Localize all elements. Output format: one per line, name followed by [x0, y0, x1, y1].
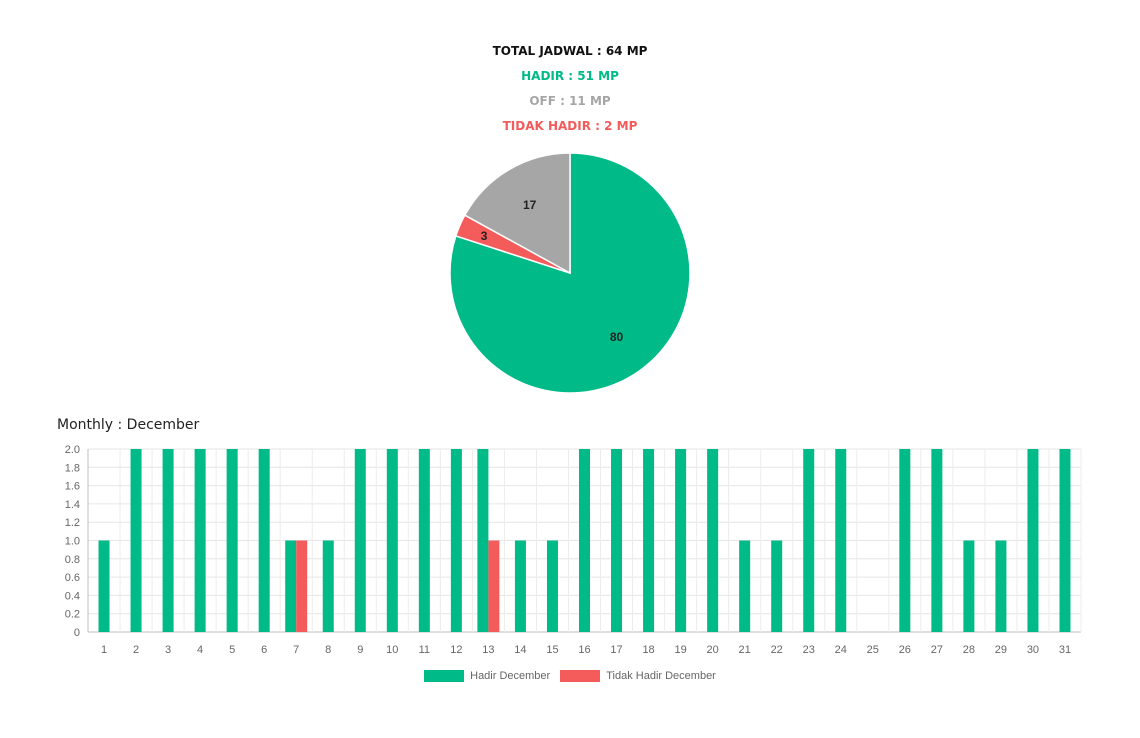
x-tick-label: 3 [165, 644, 171, 656]
x-tick-label: 27 [931, 644, 943, 656]
bar-hadir-december-day-24[interactable] [835, 449, 847, 632]
bar-hadir-december-day-12[interactable] [450, 449, 462, 632]
bar-hadir-december-day-2[interactable] [130, 449, 142, 632]
bar-hadir-december-day-28[interactable] [963, 540, 975, 633]
x-tick-label: 7 [293, 644, 299, 656]
y-tick-label: 0.2 [65, 609, 80, 621]
bar-hadir-december-day-19[interactable] [675, 449, 687, 632]
x-tick-label: 31 [1059, 644, 1071, 656]
bar-tidak-hadir-december-day-7[interactable] [296, 540, 308, 633]
bar-hadir-december-day-21[interactable] [739, 540, 751, 633]
off-text: OFF : 11 MP [529, 94, 611, 108]
bar-hadir-december-day-5[interactable] [226, 449, 238, 632]
bar-hadir-december-day-26[interactable] [899, 449, 911, 632]
bar-hadir-december-day-15[interactable] [546, 540, 558, 633]
bar-hadir-december-day-22[interactable] [771, 540, 783, 633]
x-tick-label: 25 [867, 644, 879, 656]
bar-hadir-december-day-17[interactable] [611, 449, 623, 632]
x-tick-label: 13 [482, 644, 494, 656]
monthly-bar-chart: 00.20.40.60.81.01.21.41.61.82.01 2 3 4 5 6 7 8 9… [65, 444, 1082, 656]
bar-hadir-december-day-8[interactable] [322, 540, 334, 633]
bar-hadir-december-day-29[interactable] [995, 540, 1007, 633]
x-tick-label: 22 [771, 644, 783, 656]
x-tick-label: 28 [963, 644, 975, 656]
legend-swatch-tidak-hadir [560, 670, 601, 682]
y-tick-label: 0.4 [65, 590, 80, 602]
bar-hadir-december-day-20[interactable] [707, 449, 719, 632]
legend-item-hadir[interactable]: Hadir December [424, 670, 550, 682]
bar-hadir-december-day-3[interactable] [162, 449, 174, 632]
bar-hadir-december-day-31[interactable] [1059, 449, 1071, 632]
x-tick-label: 14 [514, 644, 526, 656]
legend-swatch-hadir [424, 670, 465, 682]
y-tick-label: 0.6 [65, 572, 80, 584]
bar-hadir-december-day-18[interactable] [643, 449, 655, 632]
attendance-pie-chart: 80 3 17 [449, 152, 691, 394]
x-tick-label: 23 [803, 644, 815, 656]
bar-hadir-december-day-30[interactable] [1027, 449, 1039, 632]
bar-hadir-december-day-27[interactable] [931, 449, 943, 632]
y-tick-label: 1.4 [65, 499, 80, 511]
x-tick-label: 4 [197, 644, 203, 656]
x-tick-label: 1 [101, 644, 107, 656]
x-tick-label: 20 [707, 644, 719, 656]
x-tick-label: 19 [674, 644, 686, 656]
x-tick-label: 9 [357, 644, 363, 656]
tidak-hadir-text: TIDAK HADIR : 2 MP [502, 119, 638, 133]
bar-hadir-december-day-11[interactable] [418, 449, 430, 632]
legend-label-hadir: Hadir December [470, 670, 551, 682]
y-tick-label: 1.8 [65, 462, 80, 474]
bar-hadir-december-day-4[interactable] [194, 449, 206, 632]
total-jadwal-text: TOTAL JADWAL : 64 MP [492, 44, 648, 58]
bar-hadir-december-day-14[interactable] [514, 540, 526, 633]
y-tick-label: 1.2 [65, 517, 80, 529]
x-tick-label: 6 [261, 644, 267, 656]
pie-slice-off[interactable] [463, 152, 571, 275]
hadir-text: HADIR : 51 MP [521, 69, 619, 83]
bar-hadir-december-day-7[interactable] [285, 540, 297, 633]
bar-legend: Hadir December Tidak Hadir December [0, 670, 1140, 682]
bar-hadir-december-day-1[interactable] [98, 540, 110, 633]
y-tick-label: 2.0 [65, 444, 80, 456]
x-tick-label: 18 [642, 644, 654, 656]
x-tick-label: 21 [739, 644, 751, 656]
x-tick-label: 8 [325, 644, 331, 656]
bar-hadir-december-day-13[interactable] [477, 449, 489, 632]
bar-tidak-hadir-december-day-13[interactable] [488, 540, 500, 633]
x-tick-label: 11 [419, 644, 430, 656]
x-tick-label: 17 [610, 644, 622, 656]
bar-hadir-december-day-16[interactable] [579, 449, 590, 632]
x-tick-label: 15 [546, 644, 558, 656]
legend-label-tidak-hadir: Tidak Hadir December [606, 670, 716, 682]
y-tick-label: 0.8 [65, 554, 80, 566]
monthly-title: Monthly : December [57, 417, 200, 433]
y-tick-label: 0 [74, 627, 80, 639]
x-tick-label: 24 [835, 644, 847, 656]
pie-label-hadir: 80 [610, 330, 624, 344]
bar-hadir-december-day-23[interactable] [803, 449, 815, 632]
x-tick-label: 16 [578, 644, 590, 656]
y-tick-label: 1.0 [65, 536, 80, 548]
bar-hadir-december-day-10[interactable] [386, 449, 398, 632]
legend-item-tidak-hadir[interactable]: Tidak Hadir December [560, 670, 716, 682]
pie-label-off: 17 [523, 198, 537, 212]
x-tick-label: 2 [133, 644, 139, 656]
x-tick-label: 12 [450, 644, 462, 656]
x-tick-label: 26 [899, 644, 911, 656]
x-tick-label: 10 [386, 644, 398, 656]
pie-label-tidak-hadir: 3 [481, 229, 488, 243]
bar-hadir-december-day-9[interactable] [354, 449, 366, 632]
x-tick-label: 29 [995, 644, 1007, 656]
y-tick-label: 1.6 [65, 481, 80, 493]
bar-hadir-december-day-6[interactable] [258, 449, 270, 632]
x-tick-label: 5 [229, 644, 235, 656]
x-tick-label: 30 [1027, 644, 1039, 656]
